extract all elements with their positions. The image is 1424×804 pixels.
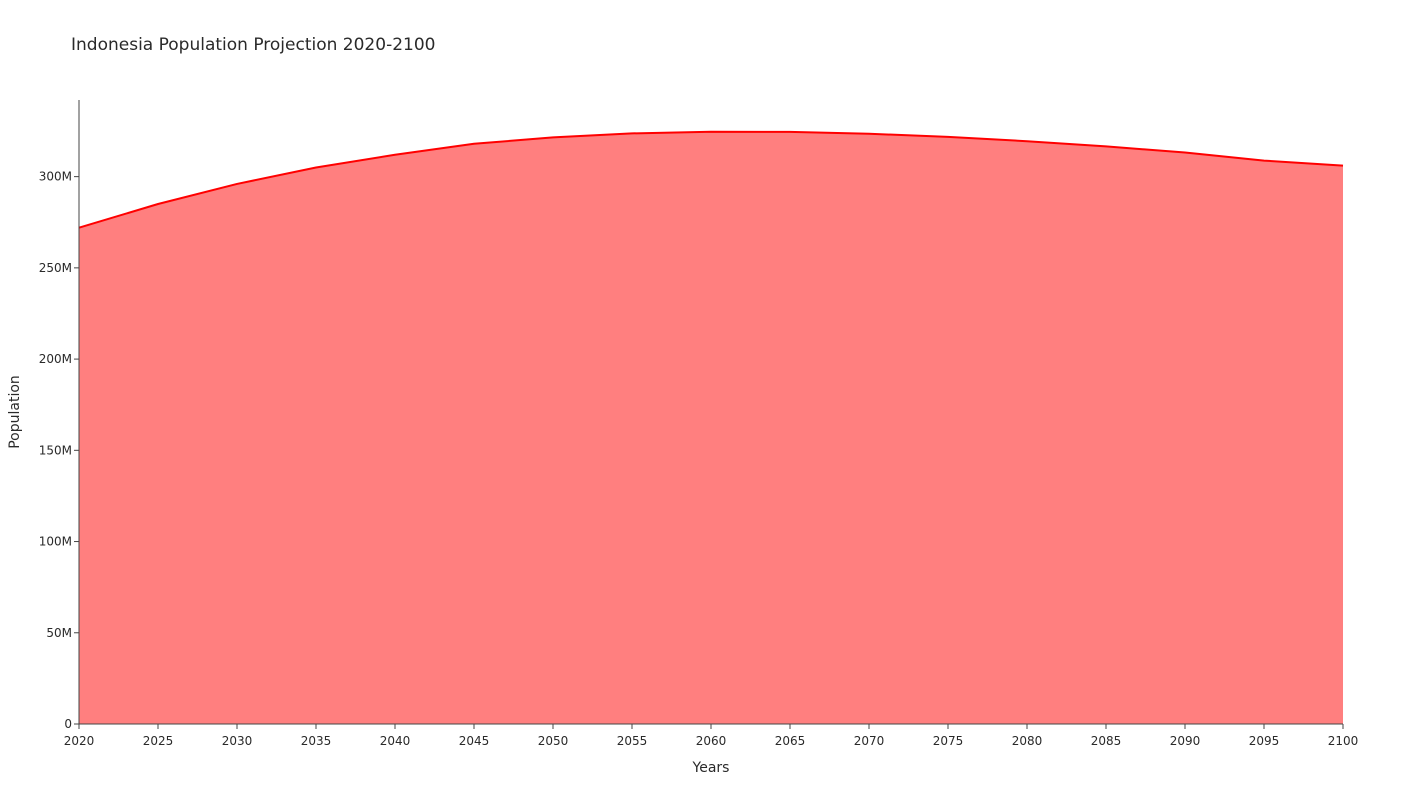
y-tick-label-0: 0 — [64, 717, 72, 731]
y-tick-label-250M: 250M — [39, 261, 72, 275]
x-tick-label-2020: 2020 — [64, 734, 95, 748]
y-tick-label-150M: 150M — [39, 443, 72, 457]
plot-area — [78, 130, 1344, 724]
x-tick-label-2080: 2080 — [1012, 734, 1043, 748]
area-line — [78, 130, 1344, 229]
y-tick-label-50M: 50M — [46, 626, 72, 640]
x-axis-ticks: 2020 2025 2030 2035 2040 2045 2050 2055 2060 2065… — [64, 724, 1359, 748]
y-tick-label-300M: 300M — [39, 170, 72, 184]
y-axis-ticks: 0 50M 100M 150M 200M 250M 300M — [39, 170, 79, 731]
y-tick-label-100M: 100M — [39, 535, 72, 549]
x-tick-label-2035: 2035 — [301, 734, 332, 748]
x-tick-label-2070: 2070 — [854, 734, 885, 748]
x-tick-label-2065: 2065 — [775, 734, 806, 748]
y-tick-label-200M: 200M — [39, 352, 72, 366]
x-tick-label-2045: 2045 — [459, 734, 490, 748]
chart-title: Indonesia Population Projection 2020-210… — [71, 35, 435, 55]
area-fill — [79, 131, 1343, 724]
x-tick-label-2060: 2060 — [696, 734, 727, 748]
x-axis-title: Years — [692, 760, 730, 776]
x-tick-label-2025: 2025 — [143, 734, 174, 748]
x-tick-label-2030: 2030 — [222, 734, 253, 748]
y-axis-title: Population — [7, 375, 23, 449]
x-tick-label-2095: 2095 — [1249, 734, 1280, 748]
x-tick-label-2090: 2090 — [1170, 734, 1201, 748]
x-tick-label-2055: 2055 — [617, 734, 648, 748]
x-tick-label-2040: 2040 — [380, 734, 411, 748]
x-tick-label-2100: 2100 — [1328, 734, 1359, 748]
x-tick-label-2085: 2085 — [1091, 734, 1122, 748]
x-tick-label-2075: 2075 — [933, 734, 964, 748]
x-tick-label-2050: 2050 — [538, 734, 569, 748]
